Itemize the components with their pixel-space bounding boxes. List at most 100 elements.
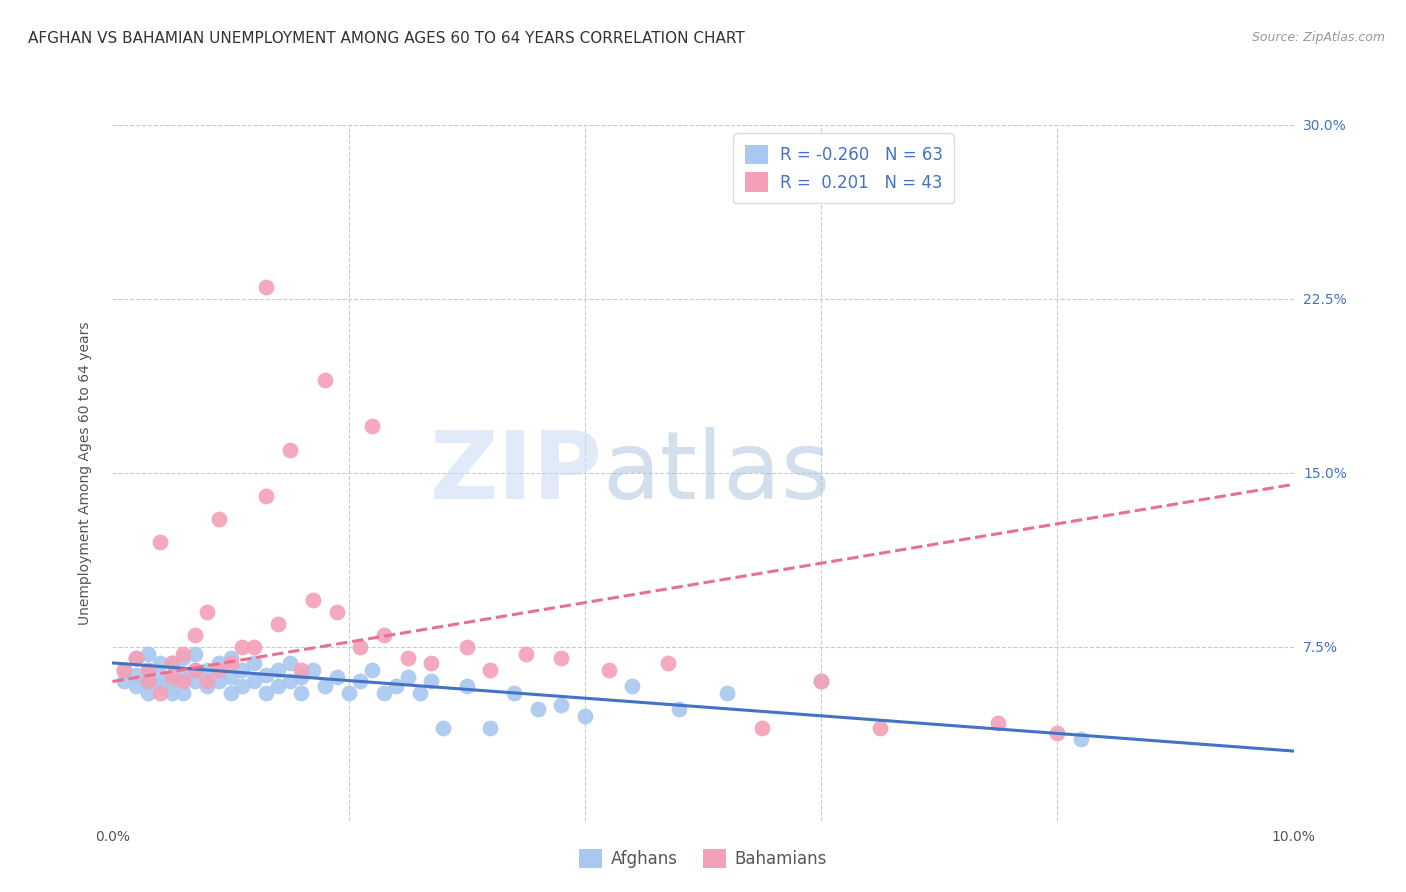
Point bbox=[574, 709, 596, 723]
Point bbox=[195, 674, 218, 689]
Point bbox=[254, 280, 277, 294]
Point bbox=[160, 674, 183, 689]
Point bbox=[219, 686, 242, 700]
Point bbox=[136, 663, 159, 677]
Point bbox=[278, 442, 301, 457]
Point bbox=[396, 651, 419, 665]
Point bbox=[349, 640, 371, 654]
Point bbox=[278, 656, 301, 670]
Point bbox=[479, 663, 502, 677]
Point bbox=[810, 674, 832, 689]
Point bbox=[267, 663, 290, 677]
Point bbox=[385, 679, 408, 693]
Point bbox=[184, 647, 207, 661]
Y-axis label: Unemployment Among Ages 60 to 64 years: Unemployment Among Ages 60 to 64 years bbox=[77, 321, 91, 624]
Point bbox=[290, 686, 312, 700]
Point bbox=[396, 670, 419, 684]
Point bbox=[751, 721, 773, 735]
Text: AFGHAN VS BAHAMIAN UNEMPLOYMENT AMONG AGES 60 TO 64 YEARS CORRELATION CHART: AFGHAN VS BAHAMIAN UNEMPLOYMENT AMONG AG… bbox=[28, 31, 745, 46]
Point bbox=[432, 721, 454, 735]
Point bbox=[195, 605, 218, 619]
Point bbox=[408, 686, 430, 700]
Point bbox=[231, 663, 253, 677]
Point bbox=[160, 670, 183, 684]
Point bbox=[208, 663, 231, 677]
Text: Source: ZipAtlas.com: Source: ZipAtlas.com bbox=[1251, 31, 1385, 45]
Point bbox=[326, 605, 349, 619]
Point bbox=[456, 679, 478, 693]
Point bbox=[125, 679, 148, 693]
Point bbox=[621, 679, 644, 693]
Point bbox=[716, 686, 738, 700]
Point bbox=[361, 663, 384, 677]
Point bbox=[160, 656, 183, 670]
Point bbox=[112, 674, 135, 689]
Point bbox=[290, 663, 312, 677]
Point bbox=[136, 663, 159, 677]
Point bbox=[515, 647, 537, 661]
Point bbox=[254, 667, 277, 681]
Point bbox=[219, 670, 242, 684]
Point bbox=[160, 686, 183, 700]
Point bbox=[243, 674, 266, 689]
Point bbox=[231, 679, 253, 693]
Point bbox=[195, 663, 218, 677]
Point bbox=[550, 651, 572, 665]
Point bbox=[195, 679, 218, 693]
Point bbox=[184, 674, 207, 689]
Point bbox=[208, 512, 231, 526]
Point bbox=[869, 721, 891, 735]
Point bbox=[125, 651, 148, 665]
Text: ZIP: ZIP bbox=[430, 426, 603, 519]
Point bbox=[278, 674, 301, 689]
Text: atlas: atlas bbox=[603, 426, 831, 519]
Point bbox=[267, 679, 290, 693]
Point bbox=[254, 489, 277, 503]
Point bbox=[125, 651, 148, 665]
Point bbox=[112, 663, 135, 677]
Legend: Afghans, Bahamians: Afghans, Bahamians bbox=[572, 842, 834, 875]
Point bbox=[184, 628, 207, 642]
Point bbox=[337, 686, 360, 700]
Point bbox=[243, 656, 266, 670]
Point bbox=[149, 686, 172, 700]
Point bbox=[136, 686, 159, 700]
Point bbox=[149, 656, 172, 670]
Point bbox=[326, 670, 349, 684]
Point bbox=[373, 686, 395, 700]
Point bbox=[149, 667, 172, 681]
Point bbox=[302, 593, 325, 607]
Point bbox=[136, 647, 159, 661]
Point bbox=[231, 640, 253, 654]
Point bbox=[149, 679, 172, 693]
Point bbox=[219, 656, 242, 670]
Point bbox=[208, 656, 231, 670]
Point bbox=[373, 628, 395, 642]
Point bbox=[349, 674, 371, 689]
Point bbox=[987, 716, 1010, 731]
Point bbox=[267, 616, 290, 631]
Point bbox=[290, 670, 312, 684]
Point bbox=[598, 663, 620, 677]
Point bbox=[172, 674, 194, 689]
Point bbox=[149, 535, 172, 549]
Point bbox=[219, 651, 242, 665]
Point bbox=[184, 663, 207, 677]
Point bbox=[420, 656, 443, 670]
Point bbox=[456, 640, 478, 654]
Point bbox=[184, 663, 207, 677]
Point bbox=[136, 674, 159, 689]
Point bbox=[668, 702, 690, 716]
Point bbox=[125, 667, 148, 681]
Point bbox=[657, 656, 679, 670]
Point bbox=[208, 674, 231, 689]
Point bbox=[172, 647, 194, 661]
Point bbox=[172, 686, 194, 700]
Point bbox=[420, 674, 443, 689]
Point bbox=[526, 702, 548, 716]
Point bbox=[1046, 725, 1069, 739]
Point bbox=[361, 419, 384, 434]
Point bbox=[254, 686, 277, 700]
Point bbox=[550, 698, 572, 712]
Point bbox=[160, 656, 183, 670]
